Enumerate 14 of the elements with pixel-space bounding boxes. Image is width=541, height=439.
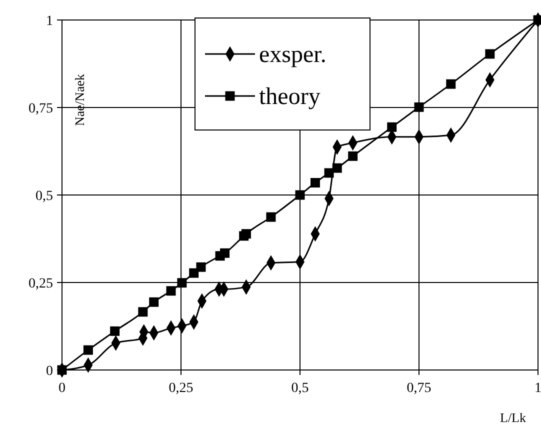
x-axis-title: L/Lk	[500, 410, 526, 425]
x-tick-label: 0,25	[168, 381, 194, 396]
x-tick-label: 0,5	[291, 381, 309, 396]
x-tick-label: 0,75	[406, 381, 432, 396]
y-axis-title: Nae/Naek	[72, 74, 87, 126]
y-tick-label: 0	[46, 364, 53, 379]
y-tick-label: 0,25	[28, 276, 53, 292]
x-tick-label: 0	[58, 381, 66, 396]
x-tick-label: 1	[534, 381, 541, 396]
y-tick-label: 0,75	[28, 102, 53, 116]
legend-label: exsper.	[259, 42, 326, 68]
y-tick-label: 1	[46, 14, 53, 29]
y-tick-label: 0,5	[36, 189, 53, 204]
legend-label: theory	[259, 84, 320, 110]
